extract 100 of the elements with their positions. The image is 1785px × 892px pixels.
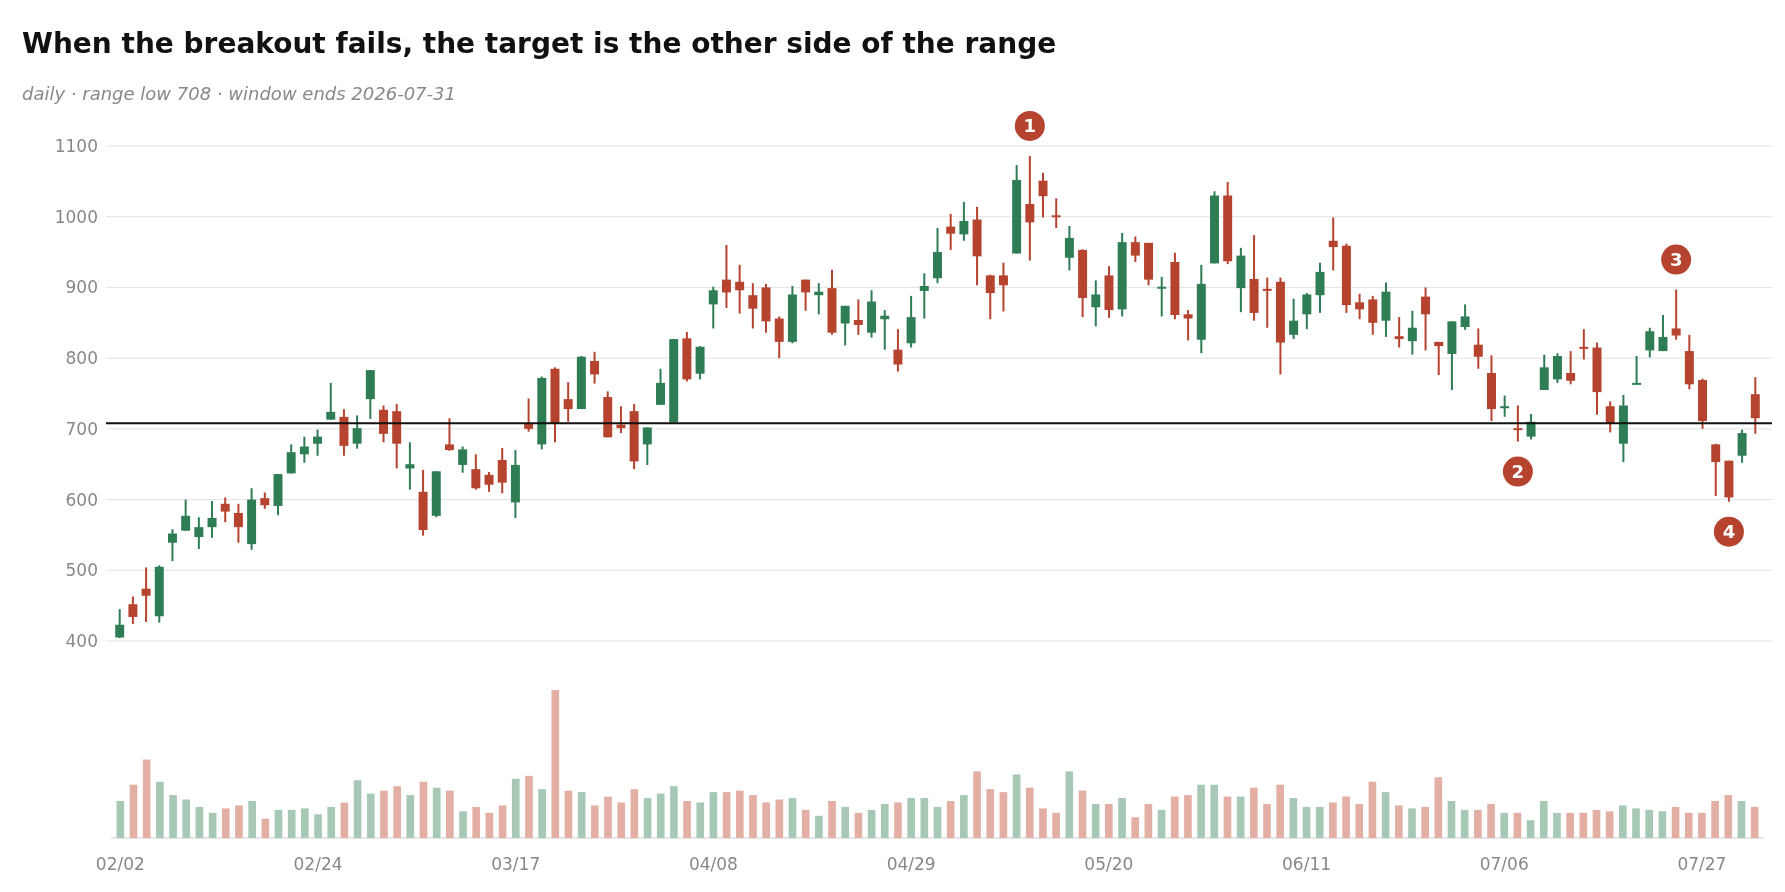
bar — [960, 795, 968, 838]
bar — [815, 815, 823, 838]
bar — [907, 798, 915, 838]
candlestick — [484, 470, 494, 493]
candlestick — [141, 566, 151, 623]
x-tick-label: 04/29 — [886, 854, 936, 875]
bar — [1487, 803, 1495, 838]
bar — [1197, 784, 1205, 838]
bar — [1408, 808, 1416, 838]
candlestick — [1460, 303, 1470, 331]
y-tick-label: 900 — [65, 277, 98, 298]
bar — [142, 759, 151, 838]
candlestick — [1434, 340, 1444, 377]
chart-subtitle: daily · range low 708 · window ends 2026-07-31 — [22, 83, 456, 104]
bar — [841, 806, 850, 838]
bar — [1645, 809, 1654, 838]
bar — [1131, 817, 1140, 838]
candlestick — [1038, 171, 1048, 219]
bar — [630, 789, 639, 838]
bar — [1460, 809, 1469, 838]
bar — [248, 801, 256, 838]
chart-title: When the breakout fails, the target is the other side of the range — [22, 27, 1057, 60]
bar — [1658, 811, 1667, 838]
candlestick — [167, 528, 177, 563]
bar — [1421, 806, 1429, 838]
bar — [973, 771, 981, 838]
annotation: 3 — [1669, 249, 1683, 271]
bar — [406, 795, 415, 838]
bar — [511, 778, 520, 838]
bar — [1566, 812, 1574, 838]
bar — [1091, 803, 1100, 838]
bar — [722, 792, 731, 838]
bar — [1276, 784, 1284, 838]
bar — [1315, 806, 1324, 838]
bar — [999, 792, 1008, 838]
bar — [1750, 806, 1759, 838]
x-tick-label: 02/02 — [95, 854, 145, 875]
bar — [353, 780, 362, 838]
bar — [419, 781, 428, 838]
bar — [129, 784, 138, 838]
candlestick — [708, 285, 718, 330]
bar — [538, 789, 546, 838]
bar — [485, 812, 494, 838]
candlestick — [1315, 261, 1325, 314]
bar — [459, 811, 467, 838]
bar — [327, 806, 336, 838]
bar — [1447, 801, 1456, 838]
candlestick — [1025, 154, 1035, 262]
bar — [867, 809, 876, 838]
candlestick — [497, 446, 507, 495]
candlestick — [563, 381, 573, 423]
candlestick — [313, 428, 323, 457]
bar — [670, 786, 678, 838]
candlestick — [128, 595, 138, 626]
bar — [1619, 805, 1627, 838]
y-tick-label: 1000 — [54, 206, 98, 227]
candlestick — [1328, 216, 1338, 272]
candlestick — [853, 298, 863, 336]
candlestick — [1605, 400, 1615, 434]
bar — [1579, 812, 1588, 838]
candlestick — [233, 502, 243, 544]
y-tick-label: 600 — [65, 489, 98, 510]
candlestick — [286, 443, 296, 475]
candlestick — [1500, 394, 1510, 418]
candlestick — [959, 200, 969, 242]
bar — [1342, 796, 1350, 838]
candlestick — [1579, 328, 1589, 361]
bar — [564, 790, 573, 838]
bar — [946, 801, 955, 838]
candlestick — [115, 608, 125, 640]
candlestick — [1183, 309, 1193, 342]
candlestick — [1566, 350, 1576, 386]
candlestick — [352, 414, 362, 450]
candlestick — [1407, 309, 1417, 356]
bar — [1157, 809, 1166, 838]
candlestick — [194, 516, 204, 551]
bar — [261, 818, 270, 838]
candlestick — [1658, 314, 1668, 353]
bar — [1724, 795, 1733, 838]
annotation: 1 — [1023, 115, 1037, 137]
bar — [1368, 781, 1377, 838]
candlestick — [1711, 442, 1721, 498]
bar — [525, 775, 533, 838]
candlestick — [220, 496, 230, 524]
candlestick — [1289, 297, 1299, 341]
candlestick — [1355, 292, 1365, 321]
bar — [446, 790, 454, 838]
candlestick — [774, 315, 784, 360]
candlestick — [985, 273, 995, 321]
candlestick — [1368, 294, 1378, 336]
bar — [1513, 812, 1522, 838]
candlestick — [893, 328, 903, 373]
candlestick — [946, 212, 956, 251]
candlestick — [207, 499, 217, 539]
bar — [1671, 806, 1680, 838]
bar — [1170, 796, 1179, 838]
bar — [1500, 812, 1509, 838]
candlestick — [721, 244, 731, 309]
x-tick-label: 07/06 — [1479, 854, 1529, 875]
x-tick-label: 02/24 — [293, 854, 343, 875]
